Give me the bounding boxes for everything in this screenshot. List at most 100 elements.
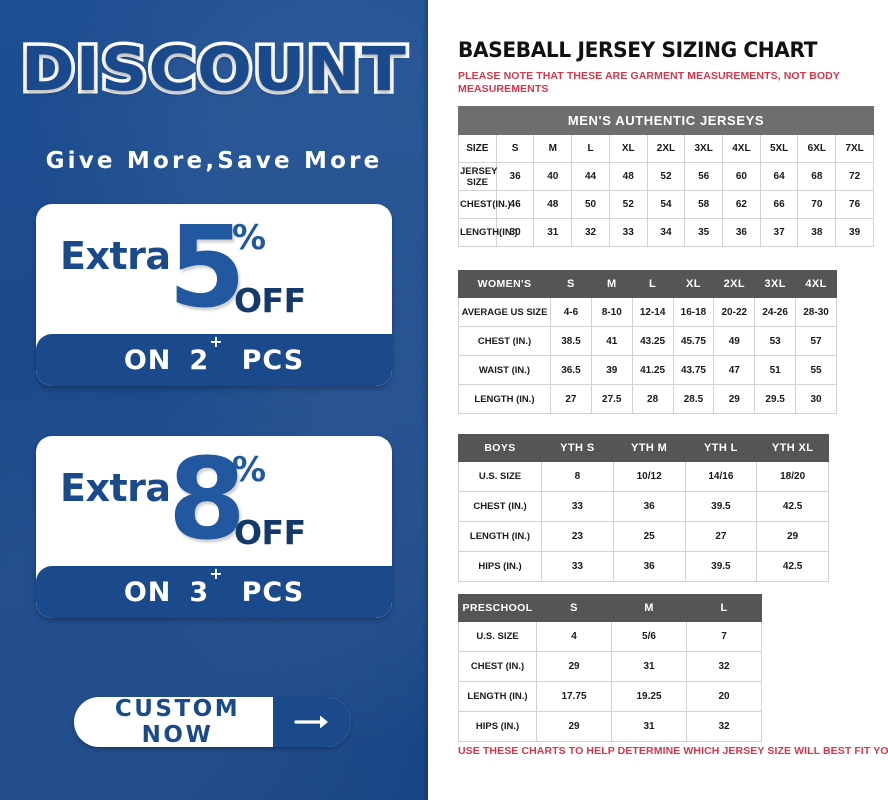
table-cell: 4 (536, 621, 612, 652)
table-column-header: 3XL (684, 134, 724, 163)
table-cell: 28 (631, 384, 674, 414)
table-column-header: L (686, 594, 762, 622)
deal-card-8-percent[interactable]: Extra 8 % OFF ON 3+ PCS (36, 436, 392, 618)
table-cell: 76 (835, 190, 874, 219)
table-cell: 36 (722, 218, 761, 247)
table-cell: 66 (759, 190, 799, 219)
table-cell: 32 (686, 651, 762, 682)
deal-off-label: OFF (234, 513, 306, 552)
table-column-header: S (536, 594, 612, 622)
table-cell: 28-30 (795, 297, 837, 327)
table-cell: 32 (571, 218, 610, 247)
table-row: AVERAGE US SIZE 4-6 8-10 12-14 16-18 20-22 24-… (458, 297, 837, 327)
table-cell: 38 (797, 218, 837, 247)
table-corner-header: WOMEN'S (458, 270, 551, 298)
table-cell: 49 (713, 326, 756, 356)
table-cell: 42.5 (756, 491, 829, 522)
table-cell: 20 (686, 681, 762, 712)
deal-condition-bar: ON 2+ PCS (36, 332, 392, 386)
table-row: LENGTH (IN.) 27 27.5 28 28.5 29 29.5 30 (458, 384, 837, 414)
table-cell: 23 (541, 521, 614, 552)
table-cell: 47 (713, 355, 756, 385)
deal-card-5-percent[interactable]: Extra 5 % OFF ON 2+ PCS (36, 204, 392, 386)
table-cell: 39.5 (684, 491, 758, 522)
boys-table-body: BOYS YTH S YTH M YTH L YTH XL U.S. SIZE 8 10/12… (458, 434, 829, 582)
table-column-header: L (631, 270, 674, 298)
table-row-label: CHEST (IN.) (458, 326, 551, 356)
table-cell: 4-6 (550, 297, 592, 327)
table-corner-header: BOYS (458, 434, 542, 462)
table-row: LENGTH (IN.) 17.75 19.25 20 (458, 681, 762, 712)
deal-quantity-value: 3 (189, 577, 210, 608)
table-row-label: CHEST(IN.) (458, 190, 511, 219)
table-cell: 34 (646, 218, 686, 247)
table-cell: 48 (608, 162, 648, 191)
table-row-label: WAIST (IN.) (458, 355, 551, 385)
table-row: LENGTH(IN.) 30 31 32 33 34 35 36 37 38 39 (458, 218, 874, 247)
custom-now-button[interactable]: CUSTOM NOW (74, 696, 351, 748)
table-column-header: 2XL (646, 134, 686, 163)
preschool-table-body: PRESCHOOL S M L U.S. SIZE 4 5/6 7 CHEST (IN.) 29 3… (458, 594, 762, 742)
arrow-right-icon[interactable] (273, 697, 351, 747)
fit-guidance-note: USE THESE CHARTS TO HELP DETERMINE WHICH… (458, 745, 888, 757)
promo-headline: DISCOUNT (17, 31, 409, 109)
table-cell: 37 (759, 218, 799, 247)
table-cell: 36 (495, 162, 535, 191)
table-header-row: WOMEN'S S M L XL 2XL 3XL 4XL (458, 270, 837, 298)
table-row-label: U.S. SIZE (458, 621, 537, 652)
deal-percent-number: 8 (168, 436, 246, 565)
table-cell: 7 (686, 621, 762, 652)
table-header-row: BOYS YTH S YTH M YTH L YTH XL (458, 434, 829, 462)
table-column-header: S (550, 270, 592, 298)
table-row-label: LENGTH (IN.) (458, 521, 542, 552)
table-cell: 42.5 (756, 551, 829, 582)
table-cell: 41 (590, 326, 633, 356)
table-cell: 33 (541, 491, 614, 522)
mens-table-body: MEN'S AUTHENTIC JERSEYS SIZE S M L XL 2XL 3XL 4X… (458, 106, 874, 247)
table-column-header: S (495, 134, 535, 163)
table-cell: 70 (797, 190, 837, 219)
garment-measurement-note: PLEASE NOTE THAT THESE ARE GARMENT MEASU… (458, 70, 840, 95)
table-column-header: 7XL (835, 134, 874, 163)
table-cell: 30 (795, 384, 837, 414)
deal-pcs-label: PCS (241, 576, 305, 608)
table-cell: 40 (533, 162, 573, 191)
table-row: CHEST (IN.) 29 31 32 (458, 651, 762, 682)
deal-quantity-plus: + (209, 332, 224, 351)
table-cell: 55 (795, 355, 837, 385)
table-row-label: HIPS (IN.) (458, 711, 537, 742)
womens-sizing-table: WOMEN'S S M L XL 2XL 3XL 4XL AVERAGE US SIZE 4-6 8… (458, 270, 837, 414)
table-cell: 60 (722, 162, 761, 191)
table-cell: 29.5 (754, 384, 797, 414)
deal-percent-symbol: % (232, 450, 267, 490)
table-column-header: YTH S (541, 434, 614, 462)
table-column-header: M (533, 134, 573, 163)
table-row-label: LENGTH (IN.) (458, 384, 551, 414)
table-row: CHEST (IN.) 33 36 39.5 42.5 (458, 491, 829, 522)
table-cell: 46 (495, 190, 535, 219)
table-column-header: M (590, 270, 633, 298)
deal-quantity-value: 2 (189, 345, 210, 376)
deal-card-body: Extra 5 % OFF (36, 204, 392, 334)
mens-sizing-table: MEN'S AUTHENTIC JERSEYS SIZE S M L XL 2XL 3XL 4X… (458, 106, 874, 247)
table-cell: 24-26 (754, 297, 797, 327)
table-cell: 53 (754, 326, 797, 356)
table-cell: 36.5 (550, 355, 592, 385)
table-cell: 8 (541, 461, 614, 492)
table-cell: 38.5 (550, 326, 592, 356)
table-column-header: 3XL (754, 270, 797, 298)
table-cell: 29 (713, 384, 756, 414)
table-row: CHEST(IN.) 46 48 50 52 54 58 62 66 70 76 (458, 190, 874, 219)
table-cell: 43.25 (631, 326, 674, 356)
table-cell: 56 (684, 162, 724, 191)
table-cell: 62 (722, 190, 761, 219)
table-cell: 31 (533, 218, 573, 247)
table-row: HIPS (IN.) 33 36 39.5 42.5 (458, 551, 829, 582)
sizing-chart-panel: BASEBALL JERSEY SIZING CHART PLEASE NOTE… (440, 0, 888, 800)
deal-percent-number: 5 (168, 204, 246, 333)
table-column-header: 4XL (722, 134, 761, 163)
table-row-label: HIPS (IN.) (458, 551, 542, 582)
deal-quantity-plus: + (209, 564, 224, 583)
table-row: CHEST (IN.) 38.5 41 43.25 45.75 49 53 57 (458, 326, 837, 356)
